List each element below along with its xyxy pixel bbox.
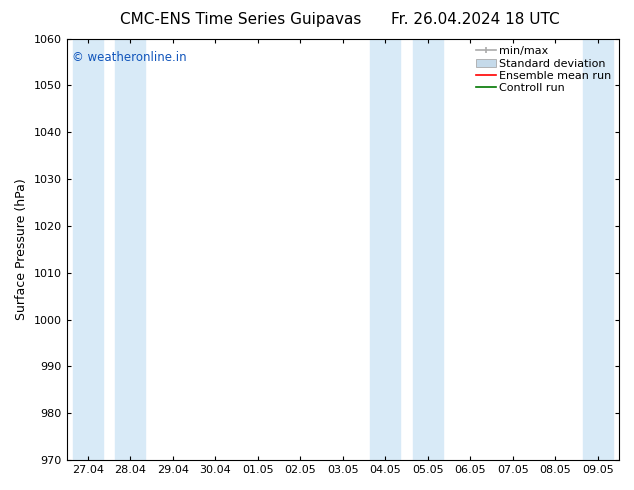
Bar: [583, 39, 612, 460]
Text: CMC-ENS Time Series Guipavas: CMC-ENS Time Series Guipavas: [120, 12, 361, 27]
Bar: [73, 39, 103, 460]
Text: Fr. 26.04.2024 18 UTC: Fr. 26.04.2024 18 UTC: [391, 12, 560, 27]
Legend: min/max, Standard deviation, Ensemble mean run, Controll run: min/max, Standard deviation, Ensemble me…: [474, 44, 614, 95]
Text: © weatheronline.in: © weatheronline.in: [72, 51, 186, 64]
Y-axis label: Surface Pressure (hPa): Surface Pressure (hPa): [15, 178, 28, 320]
Bar: [370, 39, 400, 460]
Bar: [413, 39, 443, 460]
Bar: [115, 39, 145, 460]
